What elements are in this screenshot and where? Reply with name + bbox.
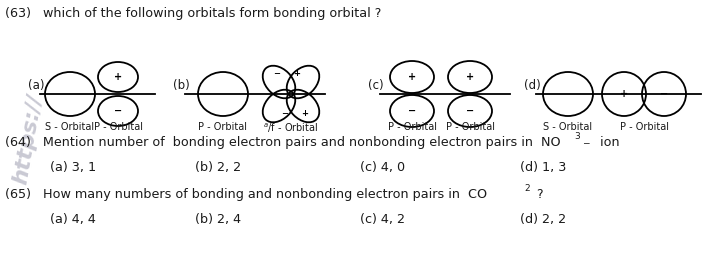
Text: +: + (466, 72, 474, 82)
Text: −: − (466, 106, 474, 116)
Text: (b) 2, 2: (b) 2, 2 (195, 161, 241, 174)
Text: (c) 4, 0: (c) 4, 0 (360, 161, 405, 174)
Text: ?: ? (533, 188, 544, 201)
Text: −: − (660, 89, 668, 99)
Text: (64)   Mention number of  bonding electron pairs and nonbonding electron pairs i: (64) Mention number of bonding electron … (5, 136, 560, 149)
Text: (a) 4, 4: (a) 4, 4 (50, 213, 96, 226)
Text: P - Orbital: P - Orbital (199, 122, 247, 132)
Text: (63)   which of the following orbitals form bonding orbital ?: (63) which of the following orbitals for… (5, 7, 381, 20)
Text: $^a$/f - Orbital: $^a$/f - Orbital (264, 122, 319, 135)
Text: +: + (114, 72, 122, 82)
Text: 2: 2 (524, 184, 529, 193)
Text: (a): (a) (28, 80, 44, 93)
Text: S - Orbital: S - Orbital (544, 122, 593, 132)
Text: (d): (d) (524, 80, 541, 93)
Text: +: + (620, 89, 628, 99)
Text: −: − (114, 106, 122, 116)
Text: −: − (582, 138, 589, 147)
Text: https://: https:// (10, 92, 46, 186)
Text: (d) 2, 2: (d) 2, 2 (520, 213, 566, 226)
Text: ion: ion (592, 136, 620, 149)
Text: −: − (408, 106, 416, 116)
Text: (a) 3, 1: (a) 3, 1 (50, 161, 96, 174)
Text: (b) 2, 4: (b) 2, 4 (195, 213, 241, 226)
Text: P - Orbital: P - Orbital (446, 122, 494, 132)
Text: S - Orbital: S - Orbital (45, 122, 94, 132)
Text: (c) 4, 2: (c) 4, 2 (360, 213, 405, 226)
Text: (d) 1, 3: (d) 1, 3 (520, 161, 566, 174)
Text: +: + (293, 69, 300, 78)
Text: −: − (281, 109, 288, 119)
Text: P - Orbital: P - Orbital (620, 122, 668, 132)
Text: +: + (302, 109, 309, 119)
Text: (b): (b) (173, 80, 190, 93)
Text: −: − (274, 69, 281, 78)
Text: (65)   How many numbers of bonding and nonbonding electron pairs in  CO: (65) How many numbers of bonding and non… (5, 188, 487, 201)
Text: +: + (408, 72, 416, 82)
Text: (c): (c) (368, 80, 384, 93)
Text: P - Orbital: P - Orbital (94, 122, 142, 132)
Text: 3: 3 (574, 132, 580, 141)
Text: P - Orbital: P - Orbital (388, 122, 436, 132)
